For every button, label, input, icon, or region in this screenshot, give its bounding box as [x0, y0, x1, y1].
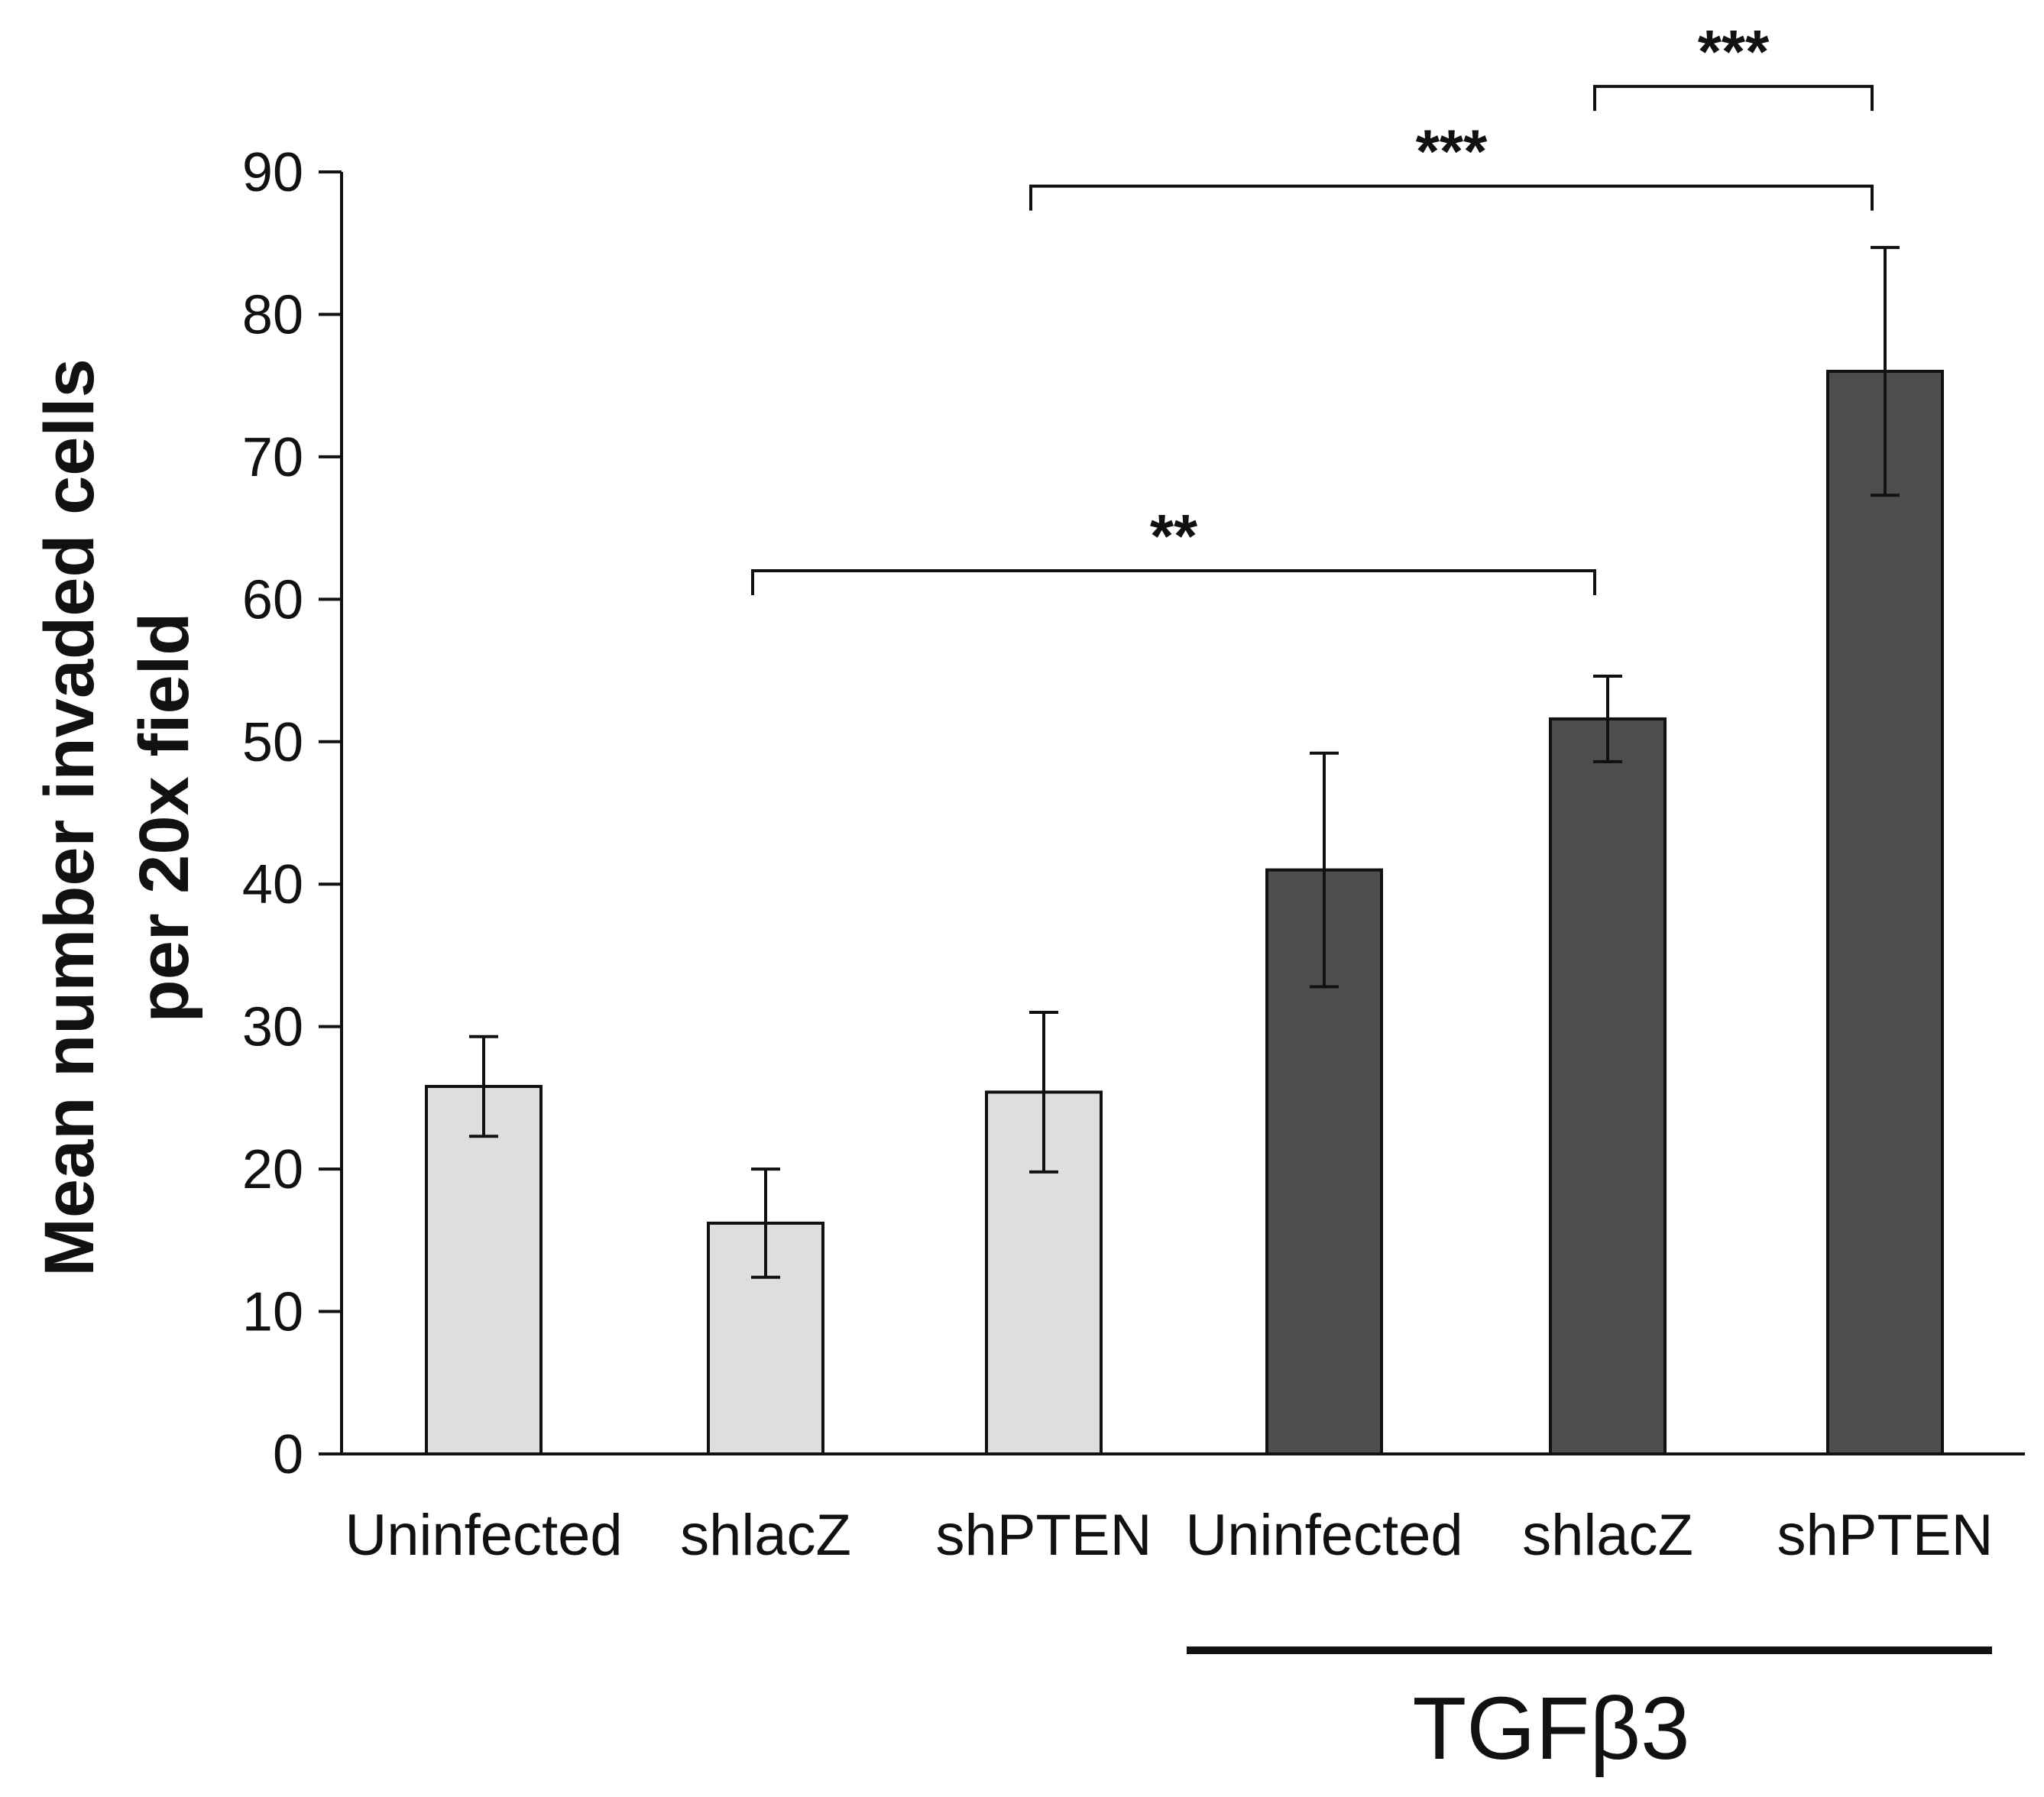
y-tick-label-10: 10 [242, 1282, 303, 1343]
error-bar-6 [1871, 245, 1900, 497]
y-axis-title: Mean number invaded cells per 20x field [31, 358, 203, 1276]
significance-bracket-3: *** [1593, 18, 1874, 112]
error-bar-1 [469, 1034, 498, 1138]
y-tick-label-40: 40 [242, 854, 303, 915]
error-bar-5 [1593, 675, 1622, 763]
significance-bracket-2: *** [1029, 118, 1874, 211]
significance-brackets: ******** [751, 18, 1874, 596]
y-tick-label-80: 80 [242, 284, 303, 345]
y-tick-label-70: 70 [242, 427, 303, 488]
y-tick-label-50: 50 [242, 712, 303, 773]
bar-6 [1826, 370, 1944, 1455]
significance-bracket-1: ** [751, 502, 1596, 596]
bar-5 [1549, 717, 1667, 1455]
y-tick-label-60: 60 [242, 569, 303, 630]
significance-label: ** [1150, 502, 1198, 570]
error-bars [469, 245, 1900, 1279]
y-axis-title-line-1: Mean number invaded cells [31, 358, 109, 1276]
x-tick-label-6: shPTEN [1777, 1503, 1994, 1568]
error-bar-2 [751, 1167, 780, 1279]
axes [319, 172, 2025, 1455]
y-tick-label-20: 20 [242, 1139, 303, 1200]
significance-label: *** [1416, 118, 1488, 186]
y-axis-title-line-2: per 20x field [125, 613, 203, 1023]
bracket-line [1593, 85, 1874, 112]
error-bar-3 [1029, 1011, 1058, 1174]
y-tick-label-90: 90 [242, 142, 303, 203]
x-tick-labels: Uninfected shlacZ shPTEN Uninfected shlacZ sh… [345, 1503, 1993, 1568]
x-tick-label-2: shlacZ [680, 1503, 851, 1568]
treatment-group: TGFβ3 [1187, 1646, 1992, 1778]
bracket-line [751, 569, 1596, 596]
y-tick-label-0: 0 [273, 1424, 303, 1485]
x-tick-label-3: shPTEN [936, 1503, 1152, 1568]
error-bar-4 [1310, 751, 1339, 989]
x-tick-label-1: Uninfected [345, 1503, 622, 1568]
group-label: TGFβ3 [1412, 1679, 1689, 1778]
y-ticks: 0 10 20 30 40 50 60 70 80 90 [242, 142, 342, 1485]
y-tick-label-30: 30 [242, 997, 303, 1058]
x-tick-label-4: Uninfected [1185, 1503, 1463, 1568]
x-tick-label-5: shlacZ [1522, 1503, 1693, 1568]
bracket-line [1029, 184, 1874, 211]
significance-label: *** [1698, 18, 1770, 86]
bar-1 [425, 1084, 543, 1456]
